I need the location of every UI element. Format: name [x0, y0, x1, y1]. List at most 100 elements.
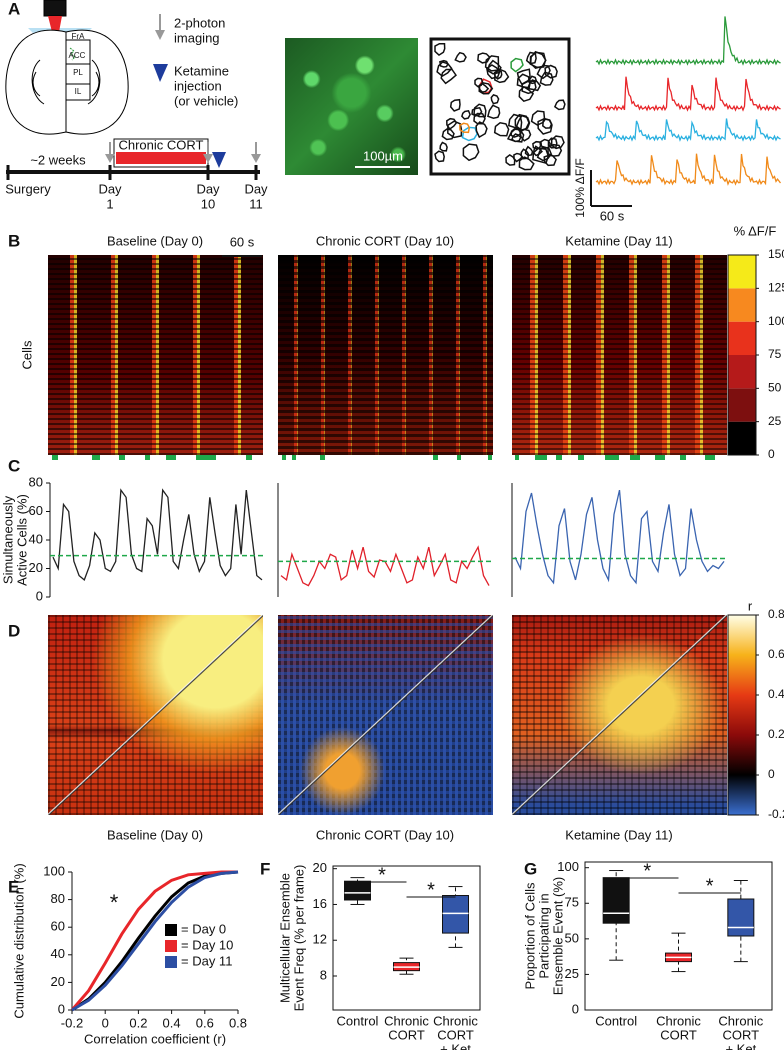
roi	[553, 99, 566, 111]
roi	[510, 133, 522, 143]
roi	[434, 150, 445, 163]
legend-text: imaging	[174, 30, 220, 45]
significance-star: *	[706, 875, 714, 897]
x-tick-label: CORT	[388, 1027, 425, 1042]
legend-swatch	[165, 956, 177, 968]
roi	[537, 118, 553, 135]
trace	[595, 118, 781, 142]
y-tick-label: 25	[565, 966, 579, 981]
correlation-matrix	[512, 615, 727, 815]
x-tick-label: Control	[337, 1013, 379, 1028]
timeline-event: 1	[106, 196, 113, 211]
roi	[544, 64, 558, 79]
activity-heatmap	[512, 255, 727, 455]
panel-label: C	[8, 456, 20, 475]
heatmap-title: Ketamine (Day 11)	[565, 233, 672, 248]
legend-swatch	[165, 924, 177, 936]
colorbar-tick-label: 0	[768, 767, 775, 781]
x-axis-label: Correlation coefficient (r)	[84, 1031, 226, 1046]
roi	[513, 152, 524, 163]
panel-label: B	[8, 231, 20, 250]
y-axis-label-group: Simultaneously Active Cells (%)	[0, 494, 29, 586]
colorbar-tick-label: 125	[768, 281, 784, 295]
colorbar-tick-label: 0.8	[768, 607, 784, 621]
timeline-treatment: Chronic CORT	[118, 137, 203, 152]
roi	[473, 112, 486, 125]
y-tick-label: 40	[29, 531, 43, 546]
matrix-label: Baseline (Day 0)	[107, 827, 203, 842]
roi	[474, 77, 484, 88]
y-tick-label: 0	[36, 588, 43, 603]
roi	[484, 55, 500, 72]
y-axis-label-group: Cumulative distribution (%)	[11, 863, 26, 1018]
cdf-line	[70, 870, 238, 1011]
panel-label: D	[8, 621, 20, 640]
colorbar-frame	[727, 254, 757, 456]
y-tick-label: 8	[320, 967, 327, 982]
region-label: IL	[75, 87, 82, 96]
roi	[524, 145, 534, 157]
cdf-line	[71, 870, 239, 1012]
y-tick-label: 60	[51, 919, 65, 934]
box	[442, 895, 469, 934]
x-tick-label: 0.6	[196, 1015, 214, 1030]
legend-label: = Day 0	[181, 921, 226, 936]
panel-label: F	[260, 859, 270, 878]
ensemble-events	[52, 455, 715, 460]
y-tick-label: 12	[313, 932, 327, 947]
y-tick-label: 50	[565, 930, 579, 945]
time-scale-label: 60 s	[230, 234, 255, 249]
trace-scale	[590, 170, 632, 207]
legend-arrows	[153, 14, 168, 82]
matrix-label: Chronic CORT (Day 10)	[316, 827, 454, 842]
plot-frame	[332, 865, 481, 1011]
y-axis-label: Cells	[19, 340, 34, 369]
y-tick-label: 0	[58, 1001, 65, 1016]
correlation-matrix	[48, 615, 263, 815]
scale-bar-label: 100µm	[363, 148, 403, 163]
x-tick-label: 0.2	[129, 1015, 147, 1030]
x-tick-label: 0.4	[163, 1015, 181, 1030]
colorbar-segment	[728, 255, 756, 289]
roi	[510, 57, 524, 73]
heatmap-title: Baseline (Day 0)	[107, 233, 203, 248]
roi	[446, 117, 458, 131]
roi	[526, 79, 542, 92]
roi	[505, 153, 516, 166]
roi	[449, 98, 461, 112]
y-tick-label: 0	[572, 1001, 579, 1016]
panel-label: A	[8, 0, 20, 18]
y-axis-label: Proportion of Cells	[522, 882, 537, 989]
activity-line	[52, 488, 263, 581]
x-tick-label: Chronic	[433, 1013, 478, 1028]
roi	[530, 110, 546, 126]
roi	[518, 85, 535, 103]
trace	[595, 76, 781, 112]
colorbar-segment	[728, 288, 756, 322]
x-tick-label: Chronic	[384, 1013, 429, 1028]
trace-scale-label-group: 100% ΔF/F	[573, 158, 587, 217]
colorbar-segment	[728, 355, 756, 389]
roi	[436, 61, 453, 78]
matrix-label: Ketamine (Day 11)	[565, 827, 672, 842]
significance-star: *	[110, 890, 119, 915]
roi	[543, 154, 557, 167]
y-axis-label: Participating in	[536, 893, 551, 978]
roi	[507, 113, 523, 130]
roi	[461, 109, 471, 120]
x-tick-label: + Ket	[725, 1041, 756, 1050]
activity-heatmap	[48, 255, 263, 455]
colorbar-tick-label: 0.4	[768, 687, 784, 701]
roi	[536, 145, 553, 162]
colorbar	[728, 615, 756, 815]
colorbar-segment	[728, 321, 756, 355]
roi	[493, 121, 510, 137]
panel-label: E	[8, 877, 19, 896]
box	[602, 877, 630, 924]
colorbar-label: % ΔF/F	[734, 223, 777, 238]
colorbar-tick-label: 0.6	[768, 647, 784, 661]
y-tick-label: 100	[557, 859, 579, 874]
roi	[475, 121, 488, 139]
region-label: ACC	[69, 51, 86, 60]
